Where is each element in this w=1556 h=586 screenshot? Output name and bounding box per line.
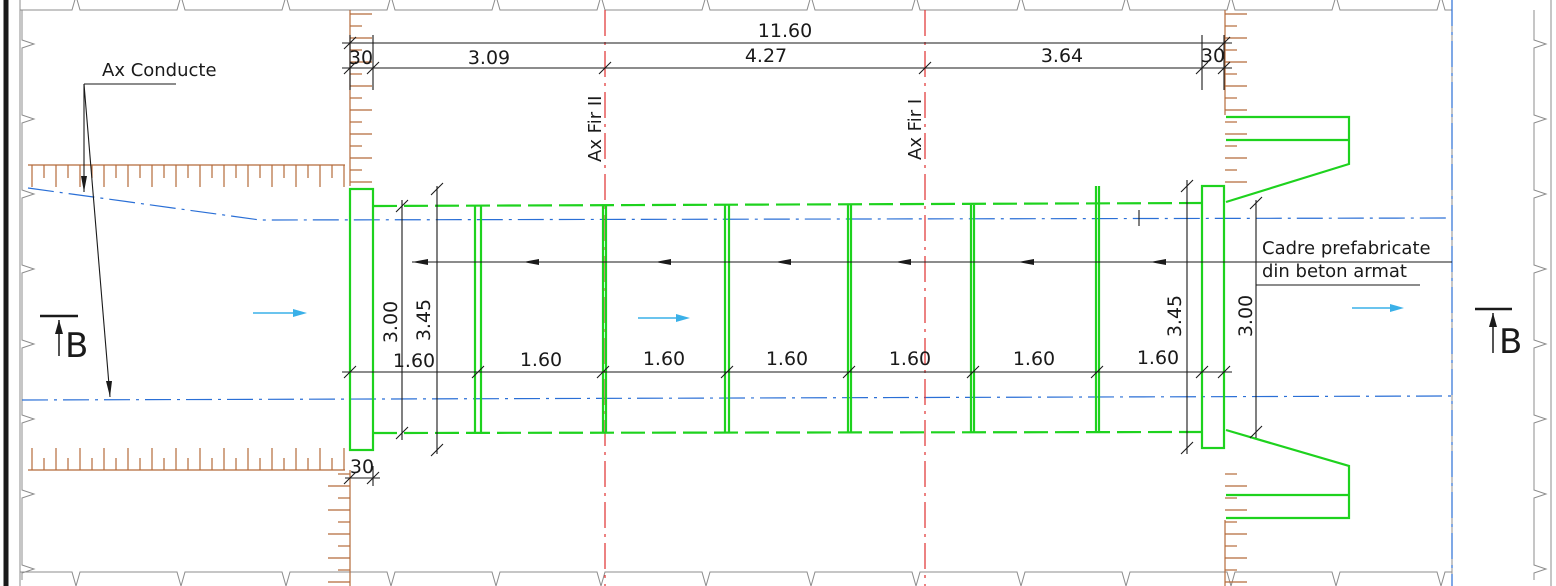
flow-arrows (253, 304, 1404, 322)
dimension-lines (342, 35, 1263, 486)
dim-wall-bottom: 30 (350, 456, 374, 478)
dim-span-left: 3.09 (468, 47, 510, 69)
label-axis-fir-2: Ax Fir II (585, 96, 606, 162)
section-label-right: B (1499, 322, 1522, 362)
dim-span-middle: 4.27 (745, 45, 787, 67)
dim-overall: 11.60 (758, 20, 812, 42)
precast-frames (348, 115, 1351, 520)
dim-height-left-outer: 3.45 (413, 299, 435, 341)
label-pipe-axis: Ax Conducte (102, 60, 217, 81)
dimension-texts: 11.60 30 3.09 4.27 3.64 30 30 1.60 1.60 … (349, 20, 1257, 478)
dim-height-left-inner: 3.00 (380, 301, 402, 343)
annotations: Ax Conducte Ax Fir II Ax Fir I Cadre pre… (102, 60, 1431, 282)
dim-height-right-outer: 3.45 (1164, 295, 1186, 337)
dim-frame-width: 1.60 (766, 348, 808, 370)
dim-wall-left: 30 (349, 47, 373, 69)
dim-frame-width: 1.60 (889, 348, 931, 370)
dim-frame-width: 1.60 (520, 349, 562, 371)
track-axis-lines (604, 10, 926, 586)
pipe-axis-lines (21, 0, 1453, 586)
frame-joints (473, 186, 1101, 433)
dim-wall-right: 30 (1201, 45, 1225, 67)
section-label-left: B (65, 326, 88, 366)
outlet-wingwalls (1225, 115, 1351, 520)
dim-frame-width: 1.60 (393, 350, 435, 372)
dim-frame-width: 1.60 (643, 348, 685, 370)
section-mark-left: B (40, 314, 88, 366)
leader-lines (81, 83, 1452, 398)
note-line-2: din beton armat (1262, 261, 1407, 282)
dim-height-right-inner: 3.00 (1235, 295, 1257, 337)
flow-arrow-icon (1390, 304, 1404, 312)
label-axis-fir-1: Ax Fir I (905, 99, 926, 160)
section-mark-right: B (1475, 307, 1522, 362)
note-line-1: Cadre prefabricate (1262, 238, 1431, 259)
flow-arrow-icon (676, 314, 690, 322)
drawing-border (3, 0, 1552, 586)
dim-span-right: 3.64 (1041, 45, 1083, 67)
flow-arrow-icon (293, 309, 307, 317)
earth-hatching (28, 10, 1247, 586)
dim-frame-width: 1.60 (1137, 347, 1179, 369)
section-arrow-icon (55, 320, 63, 334)
section-arrow-icon (1489, 313, 1497, 327)
embankment-edges (20, 0, 1548, 586)
dim-frame-width: 1.60 (1013, 348, 1055, 370)
